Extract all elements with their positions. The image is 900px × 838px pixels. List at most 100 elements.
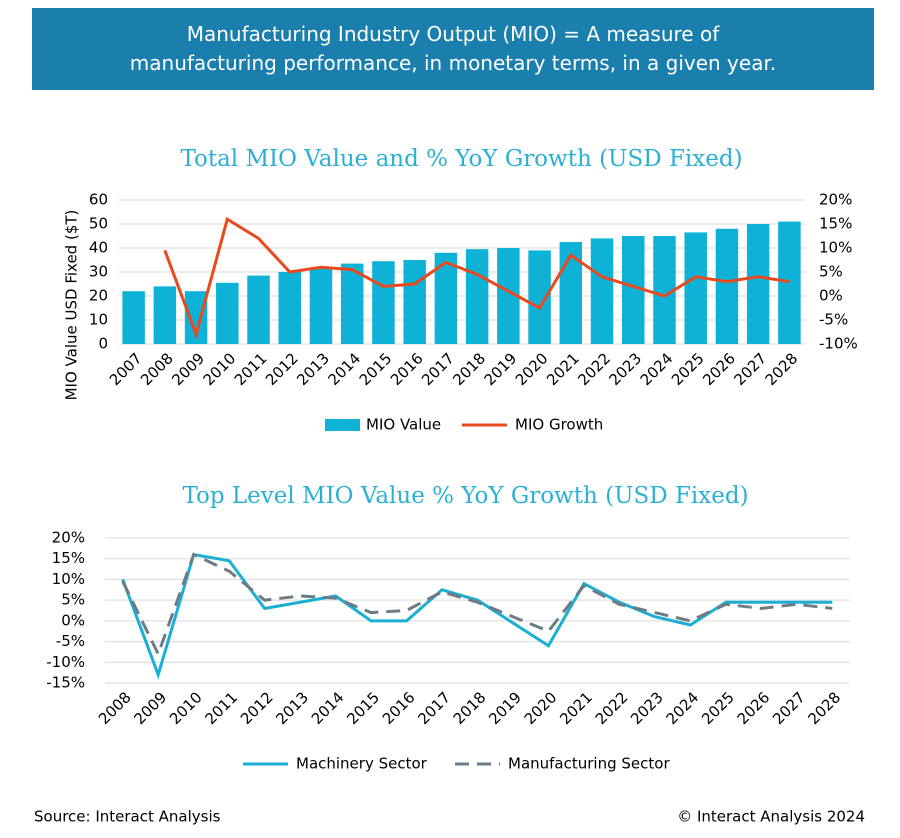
x-tick-label: 2011 [201, 688, 241, 728]
x-tick-label: 2014 [308, 688, 348, 728]
x-tick-label: 2020 [512, 349, 552, 389]
bar [278, 272, 301, 344]
bar [184, 291, 208, 344]
y-tick-label: -15% [46, 674, 85, 692]
x-tick-label: 2027 [769, 688, 809, 728]
bar [372, 261, 395, 344]
copyright: © Interact Analysis 2024 [677, 808, 865, 826]
x-tick-label: 2008 [95, 688, 135, 728]
x-tick-label: 2013 [272, 688, 312, 728]
x-tick-label: 2024 [637, 349, 677, 389]
x-tick-label: 2012 [262, 349, 302, 389]
y-tick-label: 60 [89, 191, 108, 209]
x-tick-label: 2017 [414, 688, 454, 728]
x-tick-label: 2022 [574, 349, 614, 389]
x-tick-label: 2021 [543, 349, 583, 389]
legend-label: Manufacturing Sector [508, 755, 670, 773]
bar [309, 267, 333, 344]
y-tick-label: 15% [52, 549, 85, 567]
x-tick-label: 2028 [805, 688, 845, 728]
x-tick-label: 2011 [231, 349, 271, 389]
x-tick-label: 2014 [324, 349, 364, 389]
legend-label: Machinery Sector [296, 755, 428, 773]
x-tick-label: 2015 [343, 688, 383, 728]
bar [153, 286, 177, 344]
line [121, 552, 833, 680]
x-tick-label: 2009 [130, 688, 170, 728]
x-tick-label: 2027 [730, 349, 770, 389]
y-tick-label: 0% [61, 611, 85, 629]
x-tick-label: 2020 [521, 688, 561, 728]
x-tick-label: 2023 [606, 349, 646, 389]
header-text: Manufacturing Industry Output (MIO) = A … [129, 22, 777, 75]
y-tick-label: 0 [98, 335, 108, 353]
bar [434, 252, 458, 344]
x-tick-label: 2026 [699, 349, 739, 389]
bar [684, 232, 707, 344]
y2-tick-label: 0% [819, 287, 843, 305]
bar [746, 224, 770, 344]
y-tick-label: 10% [52, 570, 85, 588]
x-tick-label: 2007 [106, 349, 146, 389]
bar [778, 221, 801, 344]
x-tick-label: 2013 [293, 349, 333, 389]
x-tick-label: 2015 [356, 349, 396, 389]
x-tick-label: 2010 [166, 688, 206, 728]
bar [590, 238, 614, 344]
bar [122, 291, 145, 344]
legend-swatch [325, 419, 360, 431]
y2-tick-label: 15% [819, 215, 852, 233]
bar [715, 228, 739, 344]
y-tick-label: 30 [89, 263, 108, 281]
x-tick-label: 2016 [387, 349, 427, 389]
line [163, 216, 790, 340]
y-tick-label: 10 [89, 311, 108, 329]
y2-tick-label: 20% [819, 191, 852, 209]
bar [216, 282, 239, 344]
y-tick-label: 50 [89, 215, 108, 233]
x-tick-label: 2018 [449, 349, 489, 389]
bar [653, 236, 676, 344]
y2-tick-label: 5% [819, 263, 843, 281]
chart-title: Top Level MIO Value % YoY Growth (USD Fi… [182, 483, 748, 509]
x-tick-label: 2012 [237, 688, 277, 728]
x-tick-label: 2025 [698, 688, 738, 728]
y-tick-label: 5% [61, 591, 85, 609]
bar [340, 263, 364, 344]
x-tick-label: 2023 [627, 688, 667, 728]
bar [465, 249, 489, 344]
source: Source: Interact Analysis [34, 808, 221, 826]
x-tick-label: 2024 [663, 688, 703, 728]
y-tick-label: -5% [56, 632, 85, 650]
chart-title: Total MIO Value and % YoY Growth (USD Fi… [180, 146, 742, 172]
y-tick-label: 20% [52, 529, 85, 547]
x-tick-label: 2010 [200, 349, 240, 389]
x-tick-label: 2016 [379, 688, 419, 728]
line [121, 552, 833, 658]
x-tick-label: 2009 [168, 349, 208, 389]
y2-tick-label: -5% [819, 311, 848, 329]
bar [497, 248, 520, 344]
bar [528, 250, 551, 344]
bar [622, 236, 645, 344]
x-tick-label: 2019 [481, 349, 521, 389]
y2-tick-label: 10% [819, 239, 852, 257]
x-tick-label: 2025 [668, 349, 708, 389]
x-tick-label: 2022 [592, 688, 632, 728]
x-tick-label: 2018 [450, 688, 490, 728]
header-banner: Manufacturing Industry Output (MIO) = A … [32, 8, 874, 90]
y2-tick-label: -10% [819, 335, 858, 353]
y-axis-title: MIO Value USD Fixed ($T) [63, 210, 81, 401]
x-tick-label: 2026 [734, 688, 774, 728]
x-tick-label: 2028 [762, 349, 802, 389]
x-tick-label: 2008 [137, 349, 177, 389]
y-tick-label: 20 [89, 287, 108, 305]
legend-label: MIO Growth [515, 416, 603, 434]
bar [403, 260, 426, 344]
y-tick-label: 40 [89, 239, 108, 257]
legend-label: MIO Value [366, 416, 441, 434]
y-tick-label: -10% [46, 653, 85, 671]
x-tick-label: 2021 [556, 688, 596, 728]
